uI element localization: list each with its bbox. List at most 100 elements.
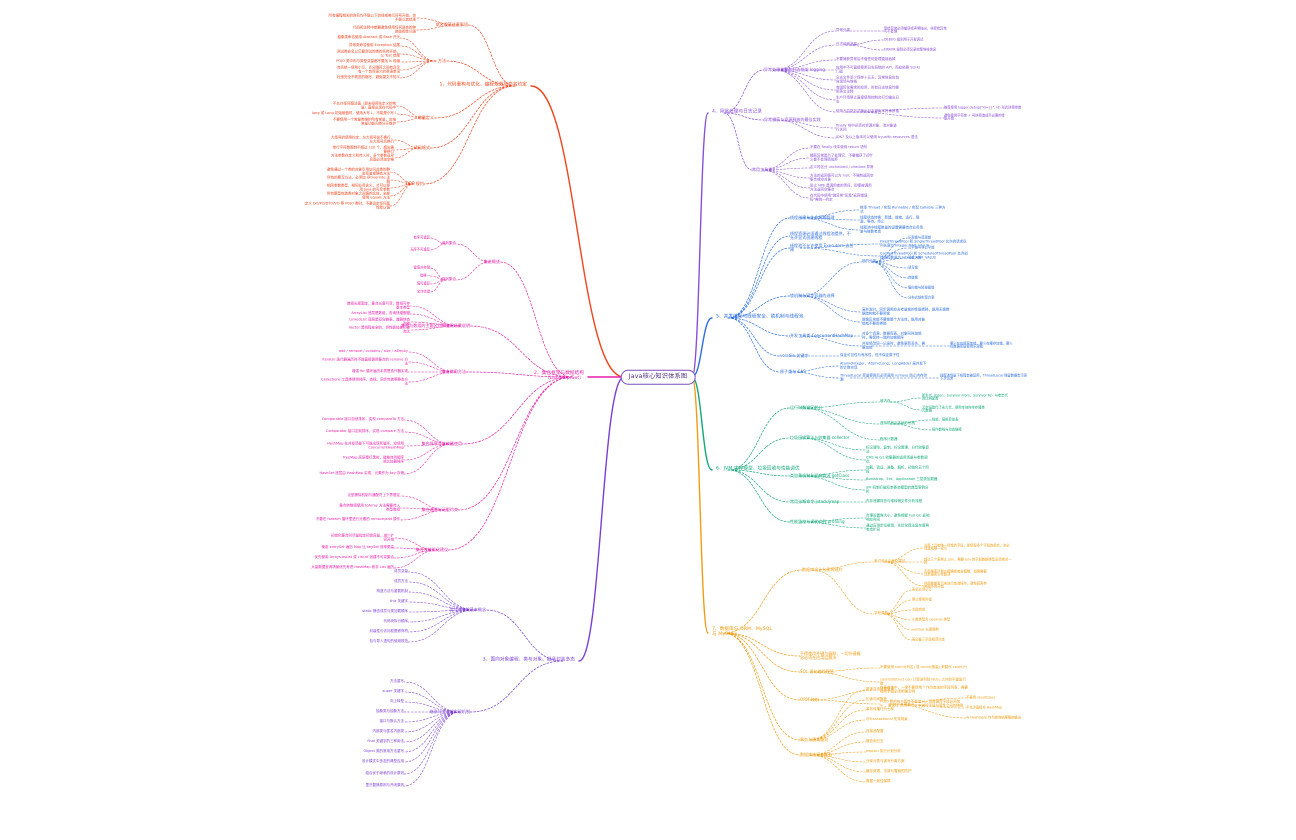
mindmap-node-d3-2-0-4[interactable]: static 静态成员与类加载顺序 xyxy=(362,609,408,614)
mindmap-branch-b7[interactable]: 7、数据库与 ORM、MySQL 与 MyBatis xyxy=(712,627,776,638)
mindmap-node-d4-5-0-1-1[interactable]: 操作数栈与动态链接 xyxy=(932,428,962,431)
mindmap-node-d3-1-4-2[interactable]: 不要在 foreach 循环里进行元素的 remove/add 操作 xyxy=(312,517,400,522)
mindmap-node-d2-4-4[interactable]: 并发工具类 ConcurrentHashMap xyxy=(790,333,854,338)
mindmap-node-d2-4-0[interactable]: 线程创建与生命周期管理 xyxy=(790,215,835,220)
mindmap-node-d3-0-1-2[interactable]: 测试类命名以它要测试的类的名称开始，以 Test 结尾 xyxy=(336,49,400,57)
mindmap-node-d4-4-3-0-3[interactable]: 读写锁 xyxy=(908,266,918,269)
mindmap-node-d4-4-6-1-0[interactable]: 线程池场景下线程会被复用，ThreadLocal 残留数据会污染下次请求 xyxy=(940,374,1028,382)
mindmap-node-d3-2-1-5[interactable]: 内部类与匿名内部类 xyxy=(373,729,405,734)
mindmap-node-d3-4-3-0[interactable]: 锁的分类 xyxy=(862,259,876,264)
mindmap-node-d3-1-3-4[interactable]: HashSet 底层由 HashMap 实现，元素作为 key 存储 xyxy=(316,471,404,476)
mindmap-node-d3-2-1-6[interactable]: final 关键字的三种用法 xyxy=(367,739,404,744)
mindmap-node-d4-5-0-0-0[interactable]: 新生代（Eden、Survivor From、Survivor To）与老年代的… xyxy=(922,394,1010,402)
mindmap-node-d3-1-5-3[interactable]: 大量数据查询场景优先考虑 HashMap 而非 List 遍历 xyxy=(306,565,394,570)
mindmap-node-d3-0-1-5[interactable]: 杜绝完全不规范的缩写，避免望文不知义 xyxy=(337,75,400,80)
mindmap-node-d3-0-3-1[interactable]: 单行字符数限制不超过 120 个，超出需要换行 xyxy=(330,145,394,153)
mindmap-node-d3-1-5-0[interactable]: 初始化集合时尽量指定初始容量，减少扩容开销 xyxy=(330,533,394,541)
mindmap-node-d3-0-4-3[interactable]: 所有整型包装类对象之间值的比较，全部使用 equals 方法 xyxy=(326,191,390,199)
mindmap-node-d3-4-0-1[interactable]: 线程状态转换：新建、就绪、运行、阻塞、等待、终止 xyxy=(860,215,924,223)
mindmap-node-d3-6-5-2[interactable]: explain 执行计划分析 xyxy=(866,749,901,754)
mindmap-node-d3-5-0-1[interactable]: 虚拟机栈与本地方法栈 xyxy=(880,421,915,426)
mindmap-node-d3-4-3-1[interactable]: 高并发时，同步调用应去考量锁的性能损耗，能用无锁数据结构就不要用锁 xyxy=(862,307,950,315)
mindmap-node-d3-3-0-4[interactable]: 日志文件至少保存十五天，异常信息应包含现场与堆栈 xyxy=(836,75,900,83)
mindmap-node-d4-1-0-1-3[interactable]: 允许空键 xyxy=(417,290,430,293)
mindmap-node-d3-0-0-0[interactable]: 所有编程相关的命名均不能以下划线或美元符号开始，也不能以其结束 xyxy=(328,13,417,21)
mindmap-node-d4-6-0-0-1[interactable]: 超过三个表禁止 join，需要 join 的字段数据类型必须绝对一致 xyxy=(924,558,1012,566)
mindmap-node-d3-6-2-1[interactable]: count(distinct col) 计算该列除 NULL 之外的不重复行数 xyxy=(880,677,968,685)
mindmap-node-d4-3-0-7-1[interactable]: 避免使用字符串 + 号拼接造成不必要的性能开销 xyxy=(944,114,1008,122)
mindmap-node-d3-0-2-1[interactable]: long 或 Long 初始赋值时，使用大写 L，不能是小写 l xyxy=(308,111,396,116)
mindmap-node-d3-4-0-0[interactable]: 继承 Thread / 实现 Runnable / 实现 Callable 三种… xyxy=(860,205,948,213)
mindmap-node-d3-6-5-1[interactable]: 慢查询日志 xyxy=(866,739,884,744)
mindmap-node-d3-2-0-0[interactable]: 成员变量 xyxy=(394,569,408,574)
mindmap-node-d3-3-2-5[interactable]: 在代码中使用"抛异常"还是"返回错误码"需统一约定 xyxy=(810,193,874,201)
mindmap-node-d3-3-1-0[interactable]: finally 块中必须对资源对象、流对象进行关闭 xyxy=(836,123,900,131)
mindmap-node-d3-4-4-0[interactable]: 对多个资源、数据库表、对象同时加锁时，需保持一致的加锁顺序 xyxy=(862,331,926,339)
mindmap-node-d4-1-0-1-1[interactable]: 键唯一 xyxy=(420,274,430,277)
mindmap-node-d3-2-0-1[interactable]: 成员方法 xyxy=(394,579,408,584)
mindmap-node-d3-2-1-9[interactable]: 组合优于继承的设计原则 xyxy=(366,771,405,776)
mindmap-node-d4-1-0-0-0[interactable]: 有序可重复 xyxy=(414,236,430,239)
mindmap-node-d4-5-0-0-1[interactable]: 元空间取代了永久代，使用本地内存存储类元数据 xyxy=(922,406,986,414)
mindmap-node-d4-3-0-0-0[interactable]: 受检异常必须捕获或声明抛出，非受检异常可不处理 xyxy=(884,27,948,35)
mindmap-node-d3-6-4-2[interactable]: 事务传播行为七种 xyxy=(866,707,894,712)
mindmap-node-d4-6-0-0-3[interactable]: 利用覆盖索引来进行查询操作，避免回表带来额外的开销 xyxy=(924,582,988,590)
mindmap-node-d2-5-0[interactable]: 运行时数据区划分 xyxy=(790,405,822,410)
mindmap-node-d2-2-1[interactable]: 继承与多态的实现机制 xyxy=(430,709,471,714)
mindmap-node-d4-6-0-1-2[interactable]: 主键自增 xyxy=(912,608,925,611)
mindmap-node-d2-1-5[interactable]: 集合性能优化建议 xyxy=(416,547,448,552)
mindmap-node-d3-2-1-4[interactable]: 接口与默认方法 xyxy=(380,719,405,724)
mindmap-node-d3-1-2-3[interactable]: Collections 工具类提供排序、查找、同步包装等静态方法 xyxy=(320,377,408,385)
mindmap-node-d3-0-4-2[interactable]: 相同参数类型，相同业务含义，才可以使用 Java 的可变参数 xyxy=(326,183,390,191)
mindmap-node-d2-1-3[interactable]: 集合排序与比较器使用 xyxy=(422,441,463,446)
mindmap-node-d3-1-3-3[interactable]: TreeMap 底层是红黑树，键按自然顺序或比较器排序 xyxy=(340,455,404,463)
mindmap-node-d3-1-3-1[interactable]: Comparator 接口定制排序，实现 compare 方法 xyxy=(316,429,404,434)
mindmap-node-d4-1-0-1-0[interactable]: 键值对存储 xyxy=(414,266,430,269)
mindmap-node-d3-1-1-0[interactable]: 数组长度固定，集合长度可变；数组可存基本类型 xyxy=(346,301,410,309)
mindmap-node-d3-4-6-1[interactable]: ThreadLocal 变量使用后必须调用 remove 防止内存泄漏 xyxy=(840,373,928,381)
mindmap-root-node[interactable]: Java核心知识体系图 xyxy=(620,369,696,385)
mindmap-node-d4-6-0-1-0[interactable]: 表名必须小写 xyxy=(912,588,932,591)
mindmap-node-d3-3-0-7[interactable]: 使用占位符方式输出日志避免字符串拼接 xyxy=(836,109,899,114)
mindmap-branch-b4[interactable]: 4、异常处理与日志记录 xyxy=(712,110,762,116)
mindmap-node-d3-1-2-1[interactable]: iterator 迭代器遍历时不能直接调用集合的 remove 方法 xyxy=(320,357,408,365)
mindmap-node-d3-1-0-1[interactable]: 双列集合 xyxy=(442,277,456,282)
mindmap-node-d3-5-0-0[interactable]: 堆内存 xyxy=(880,399,891,404)
mindmap-node-d3-3-0-3[interactable]: 应用中不可直接使用日志系统的 API，而应依赖 SLF4J 门面 xyxy=(836,65,924,73)
mindmap-node-d3-6-0-1[interactable]: 字段类型 xyxy=(874,611,888,616)
mindmap-node-d3-3-2-3[interactable]: 方法的返回值可以为 null，不强制返回空集合或空对象 xyxy=(810,173,874,181)
mindmap-node-d3-6-3-0[interactable]: 在表查询中，一律不要使用 * 作为查询的字段列表，需要哪些字段必须明确写明 xyxy=(880,685,968,693)
mindmap-node-d3-1-1-3[interactable]: Vector 是线程安全的，但性能较差已被淘汰 xyxy=(346,325,410,333)
mindmap-node-d2-4-6[interactable]: 原子类与 CAS xyxy=(780,369,806,374)
mindmap-node-d2-5-4[interactable]: 性能监控与调优实践 profiling xyxy=(790,519,854,524)
mindmap-node-d2-0-0[interactable]: 命名规范注意事项 xyxy=(436,22,468,27)
mindmap-node-d4-6-0-1-5[interactable]: 表必备三字段规范约定 xyxy=(912,638,945,641)
mindmap-node-d3-2-0-2[interactable]: 构造方法与重载机制 xyxy=(377,589,409,594)
mindmap-node-d3-1-5-2[interactable]: 优先使用 Arrays.asList 或 List.of 创建不可变集合 xyxy=(306,555,394,560)
mindmap-node-d2-6-2[interactable]: SQL 语句编写规范 xyxy=(800,669,834,674)
mindmap-node-d3-3-2-2[interactable]: 定义时区分 unchecked / checked 异常 xyxy=(810,165,874,170)
mindmap-node-d3-3-2-0[interactable]: 不要在 finally 块中使用 return 语句 xyxy=(810,145,874,150)
mindmap-node-d3-3-0-1[interactable]: 日志级别选择 xyxy=(836,42,857,47)
mindmap-node-d3-2-0-3[interactable]: this 关键字 xyxy=(390,599,408,604)
mindmap-branch-b2[interactable]: 2、集合框架与数据结构（List/Map/Set） xyxy=(520,371,584,382)
mindmap-node-d3-2-1-10[interactable]: 里氏替换原则与开闭原则 xyxy=(366,783,405,788)
mindmap-node-d3-5-3-0[interactable]: 内存泄漏排查与堆转储文件分析流程 xyxy=(866,499,922,504)
mindmap-node-d3-0-4-0[interactable]: 避免通过一个类的对象引用访问此类的静态变量或静态方法 xyxy=(326,167,390,175)
mindmap-node-d3-5-2-0[interactable]: 加载、验证、准备、解析、初始化五个阶段 xyxy=(866,465,930,473)
mindmap-node-d3-5-4-0[interactable]: 合理设置堆大小、避免频繁 Full GC 影响响应时间 xyxy=(866,513,930,521)
mindmap-node-d3-1-4-0[interactable]: 泛型擦除机制与通配符上下界限定 xyxy=(348,493,401,498)
mindmap-node-d3-6-5-3[interactable]: 分库分表与读写分离方案 xyxy=(866,759,905,764)
mindmap-node-d3-0-3-0[interactable]: 大括号的使用约定：左大括号前不换行，左大括号后换行 xyxy=(330,135,394,143)
mindmap-node-d3-0-1-4[interactable]: 包名统一使用小写，点分隔符之间有且仅有一个自然语义的英语单词 xyxy=(336,65,400,73)
mindmap-node-d2-6-3[interactable]: ORM 映射 xyxy=(800,697,819,702)
mindmap-node-d3-2-0-7[interactable]: 包与导入语句的使用规范 xyxy=(370,639,409,644)
mindmap-node-d2-6-0[interactable]: 数据库设计与建表规约 xyxy=(802,567,843,572)
mindmap-node-d2-6-4[interactable]: 事务与隔离级别 xyxy=(800,737,828,742)
mindmap-node-d3-4-0-2[interactable]: 线程池中线程数量的设置需要结合业务场景与核数考虑 xyxy=(860,225,924,233)
mindmap-node-d3-4-3-2[interactable]: 能锁区块就不要锁整个方法体，能用对象锁就不要用类锁 xyxy=(862,317,926,325)
mindmap-node-d3-3-2-4[interactable]: 防止 NPE 是调用者的责任，即使被调用方法返回空集合 xyxy=(810,183,874,191)
mindmap-node-d4-6-0-0-2[interactable]: 页面搜索严禁左模糊或者全模糊，如果需要请走搜索引擎解决 xyxy=(924,570,988,578)
mindmap-node-d3-0-1-0[interactable]: 抽象类命名使用 Abstract 或 Base 开头 xyxy=(336,35,400,40)
mindmap-node-d2-0-4[interactable]: OOP 规约 xyxy=(406,181,424,186)
